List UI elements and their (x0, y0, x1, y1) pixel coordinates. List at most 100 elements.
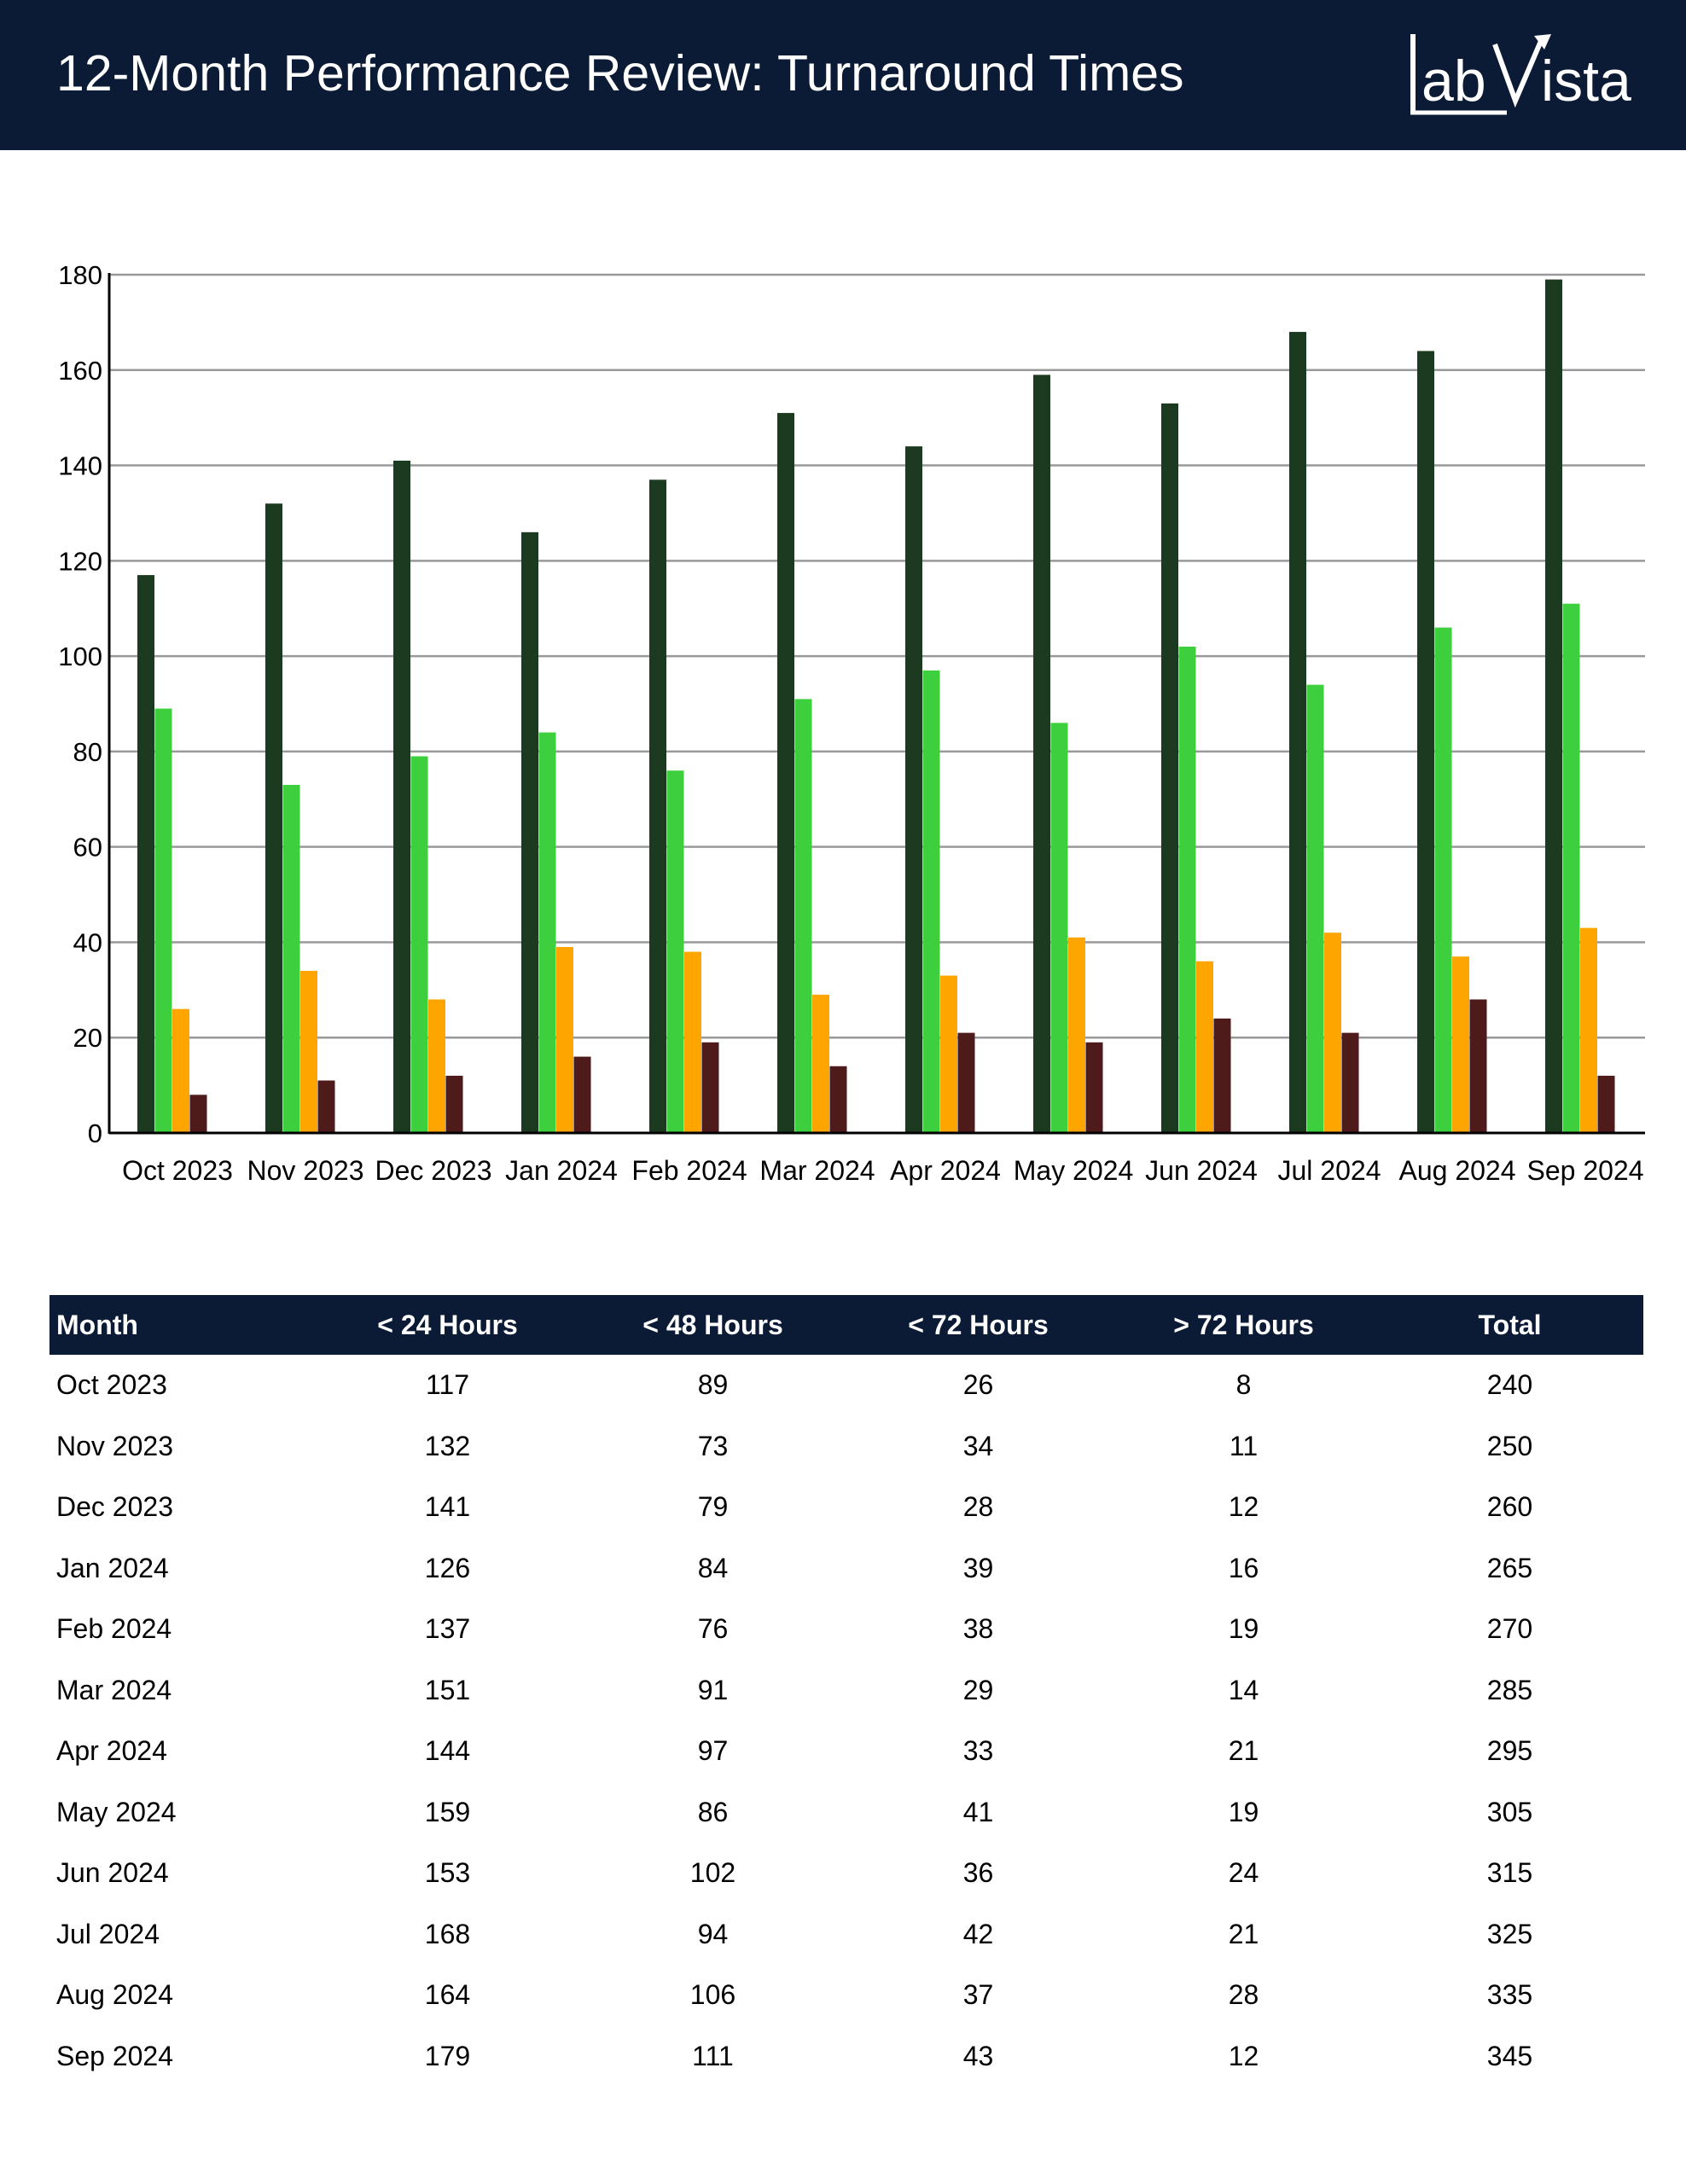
cell-lt72: 28 (962, 1491, 994, 1523)
cell-gt72: 21 (1228, 1918, 1259, 1949)
header-total: Total (1478, 1309, 1542, 1340)
cell-total: 335 (1486, 1979, 1533, 2011)
table-row: Apr 2024 144 97 33 21 295 (49, 1721, 1643, 1782)
cell-lt24: 137 (424, 1613, 471, 1645)
bar-lt48-hours (1050, 723, 1068, 1133)
cell-lt24: 144 (424, 1735, 471, 1767)
cell-total: 325 (1486, 1918, 1533, 1949)
bar-lt48-hours (282, 785, 300, 1133)
y-tick-label: 160 (58, 356, 102, 386)
bar-gt72-hours (1085, 1042, 1103, 1133)
labvista-logo-graphic: ab ista (1410, 34, 1631, 115)
cell-lt48: 73 (697, 1430, 729, 1461)
bar-lt72-hours (1452, 956, 1469, 1133)
cell-month: Jun 2024 (56, 1857, 169, 1889)
cell-total: 285 (1486, 1674, 1533, 1705)
cell-gt72: 14 (1228, 1674, 1259, 1705)
cell-gt72: 16 (1228, 1552, 1259, 1583)
turnaround-table: Month < 24 Hours < 48 Hours < 72 Hours >… (49, 1295, 1643, 2087)
header-lt48: < 48 Hours (642, 1309, 783, 1340)
table-row: Feb 2024 137 76 38 19 270 (49, 1599, 1643, 1660)
bar-gt72-hours (445, 1075, 463, 1133)
cell-month: Jan 2024 (56, 1552, 169, 1583)
bar-lt24-hours (1289, 332, 1306, 1133)
cell-lt48: 106 (689, 1979, 736, 2011)
cell-lt24: 126 (424, 1552, 471, 1583)
y-tick-label: 40 (73, 927, 102, 957)
cell-month: Mar 2024 (56, 1674, 172, 1705)
bar-lt24-hours (649, 479, 666, 1133)
labvista-logo: ab ista (1406, 26, 1637, 128)
bar-lt48-hours (1562, 603, 1580, 1133)
cell-lt72: 37 (962, 1979, 994, 2011)
y-tick-label: 180 (58, 260, 102, 290)
cell-total: 315 (1486, 1857, 1533, 1889)
x-tick-label: Mar 2024 (759, 1155, 875, 1186)
bar-lt24-hours (1417, 351, 1434, 1133)
x-tick-label: Jan 2024 (505, 1155, 618, 1186)
cell-lt72: 39 (962, 1552, 994, 1583)
bar-lt72-hours (300, 970, 317, 1133)
cell-lt24: 159 (424, 1796, 471, 1827)
bar-lt72-hours (940, 975, 957, 1133)
cell-gt72: 8 (1235, 1369, 1252, 1401)
bar-gt72-hours (189, 1095, 207, 1133)
cell-gt72: 21 (1228, 1735, 1259, 1767)
bar-lt72-hours (812, 994, 829, 1133)
cell-month: Jul 2024 (56, 1918, 160, 1949)
cell-lt24: 132 (424, 1430, 471, 1461)
page-header: 12-Month Performance Review: Turnaround … (0, 0, 1686, 150)
svg-text:ab: ab (1421, 49, 1486, 113)
cell-lt48: 91 (697, 1674, 729, 1705)
bar-lt24-hours (521, 531, 538, 1133)
cell-gt72: 12 (1228, 1491, 1259, 1523)
bar-lt48-hours (1178, 646, 1196, 1133)
y-tick-label: 80 (73, 737, 102, 767)
cell-total: 240 (1486, 1369, 1533, 1401)
table-row: Nov 2023 132 73 34 11 250 (49, 1416, 1643, 1478)
cell-lt72: 34 (962, 1430, 994, 1461)
cell-lt72: 36 (962, 1857, 994, 1889)
bar-gt72-hours (1469, 999, 1487, 1133)
bar-gt72-hours (957, 1032, 975, 1133)
cell-total: 270 (1486, 1613, 1533, 1645)
bar-lt72-hours (1196, 961, 1213, 1133)
bar-lt72-hours (428, 999, 445, 1133)
cell-gt72: 24 (1228, 1857, 1259, 1889)
x-tick-label: Oct 2023 (122, 1155, 233, 1186)
x-tick-label: Feb 2024 (631, 1155, 747, 1186)
bar-lt72-hours (556, 947, 573, 1133)
cell-month: Dec 2023 (56, 1491, 173, 1523)
y-tick-label: 60 (73, 833, 102, 863)
cell-lt48: 102 (689, 1857, 736, 1889)
x-tick-label: Nov 2023 (247, 1155, 364, 1186)
table-row: Dec 2023 141 79 28 12 260 (49, 1477, 1643, 1538)
cell-lt72: 42 (962, 1918, 994, 1949)
cell-total: 265 (1486, 1552, 1533, 1583)
y-tick-label: 120 (58, 546, 102, 576)
bar-lt48-hours (1434, 627, 1452, 1133)
cell-lt48: 97 (697, 1735, 729, 1767)
cell-lt24: 168 (424, 1918, 471, 1949)
bar-lt72-hours (172, 1008, 189, 1133)
cell-total: 295 (1486, 1735, 1533, 1767)
x-tick-label: Sep 2024 (1526, 1155, 1643, 1186)
cell-total: 260 (1486, 1491, 1533, 1523)
x-tick-label: Apr 2024 (890, 1155, 1001, 1186)
cell-lt24: 117 (425, 1369, 469, 1401)
y-tick-label: 100 (58, 642, 102, 671)
bar-lt72-hours (1324, 932, 1341, 1133)
cell-lt48: 86 (697, 1796, 729, 1827)
table-row: Oct 2023 117 89 26 8 240 (49, 1355, 1643, 1416)
cell-gt72: 19 (1228, 1796, 1259, 1827)
table-row: Sep 2024 179 111 43 12 345 (49, 2026, 1643, 2088)
page-title: 12-Month Performance Review: Turnaround … (56, 45, 1184, 102)
chart-svg: 0 20 40 60 80 100 120 140 160 180 Oct 2023 Nov 2023… (58, 260, 1645, 1186)
cell-month: Apr 2024 (56, 1735, 167, 1767)
cell-lt48: 84 (697, 1552, 729, 1583)
bar-gt72-hours (829, 1066, 847, 1133)
bar-lt72-hours (1068, 937, 1085, 1133)
cell-lt24: 141 (424, 1491, 471, 1523)
cell-gt72: 19 (1228, 1613, 1259, 1645)
y-tick-label: 140 (58, 451, 102, 481)
